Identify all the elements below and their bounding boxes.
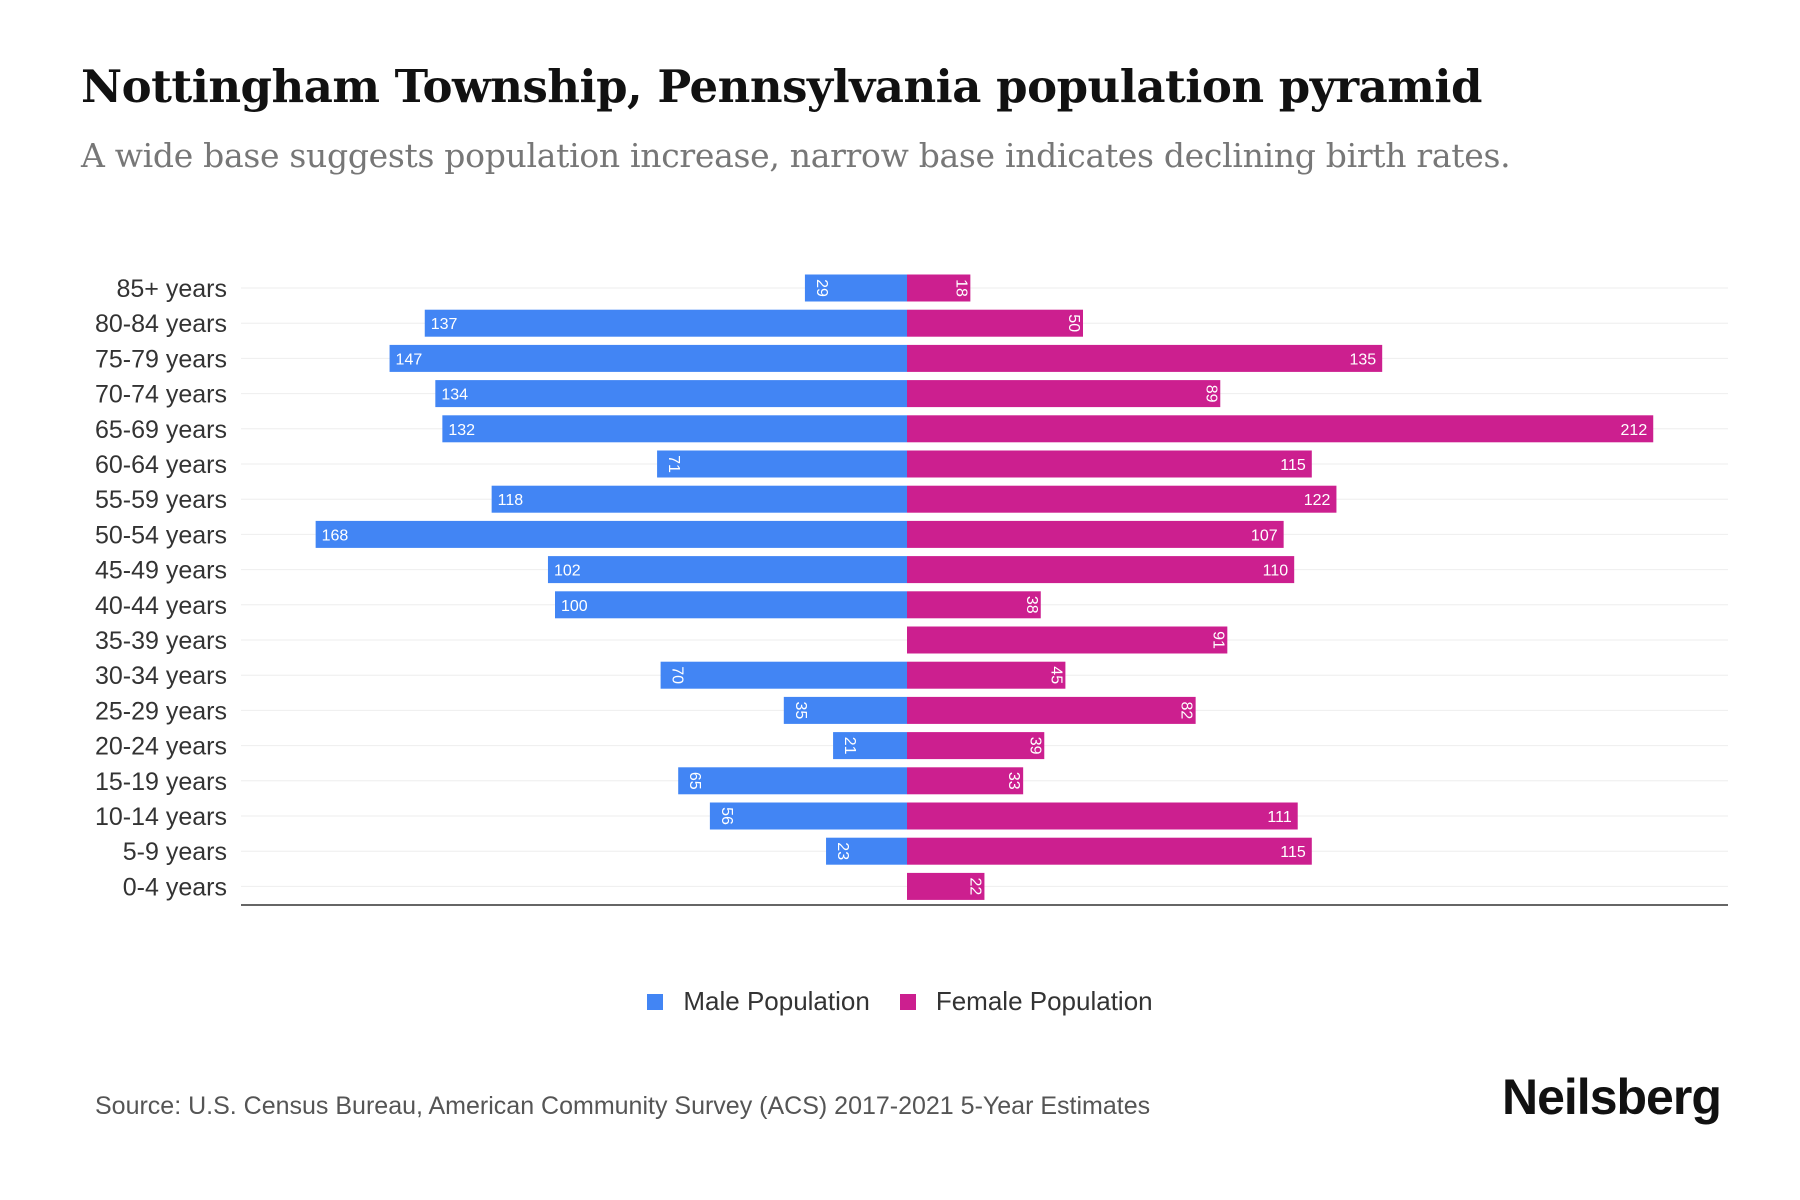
- male-bar: [555, 591, 907, 619]
- legend-swatch-female: [899, 993, 916, 1010]
- female-value-label: 89: [1202, 385, 1219, 403]
- female-bar: [907, 626, 1228, 654]
- female-bar: [907, 309, 1083, 337]
- category-label: 0-4 years: [123, 873, 227, 901]
- category-label: 35-39 years: [95, 627, 227, 655]
- chart-title: Nottingham Township, Pennsylvania popula…: [81, 60, 1482, 113]
- female-bar: [907, 274, 971, 302]
- male-value-label: 134: [441, 387, 468, 404]
- male-bar: [783, 696, 907, 724]
- male-value-label: 132: [448, 422, 475, 439]
- female-value-label: 110: [1263, 563, 1289, 580]
- female-bar: [907, 556, 1295, 584]
- female-value-label: 22: [966, 878, 983, 896]
- female-bar: [907, 872, 985, 900]
- male-bar: [424, 309, 907, 337]
- male-bar: [491, 485, 907, 513]
- legend-item-male: Male Population: [647, 986, 870, 1017]
- category-label: 55-59 years: [95, 486, 227, 514]
- category-label: 70-74 years: [95, 381, 227, 409]
- female-bar: [907, 380, 1221, 408]
- category-label: 15-19 years: [95, 768, 227, 796]
- female-bar: [907, 450, 1312, 478]
- female-bar: [907, 344, 1383, 372]
- female-value-label: 39: [1026, 737, 1043, 755]
- male-value-label: 102: [554, 563, 581, 580]
- male-value-label: 56: [718, 807, 735, 825]
- female-value-label: 18: [952, 279, 969, 297]
- male-value-label: 21: [841, 737, 858, 755]
- male-bar: [547, 556, 907, 584]
- source-note: Source: U.S. Census Bureau, American Com…: [95, 1092, 1151, 1120]
- male-bar: [826, 837, 907, 865]
- legend-label-female: Female Population: [935, 986, 1153, 1016]
- category-label: 60-64 years: [95, 451, 227, 479]
- male-value-label: 168: [322, 527, 349, 544]
- male-bar: [804, 274, 907, 302]
- male-value-label: 29: [813, 279, 830, 297]
- female-bar: [907, 767, 1024, 795]
- female-value-label: 38: [1023, 596, 1040, 614]
- female-value-label: 135: [1349, 351, 1376, 368]
- category-label: 80-84 years: [95, 310, 227, 338]
- male-value-label: 147: [396, 351, 423, 368]
- female-value-label: 45: [1047, 666, 1064, 684]
- female-bar: [907, 591, 1041, 619]
- female-bar: [907, 415, 1654, 443]
- female-value-label: 91: [1209, 631, 1226, 649]
- female-value-label: 122: [1304, 492, 1331, 509]
- female-value-label: 82: [1178, 702, 1195, 720]
- female-value-label: 212: [1621, 422, 1648, 439]
- female-value-label: 111: [1267, 809, 1291, 826]
- male-bar: [660, 661, 907, 689]
- female-bar: [907, 696, 1196, 724]
- female-value-label: 115: [1280, 844, 1306, 861]
- male-value-label: 71: [665, 455, 682, 473]
- category-label: 50-54 years: [95, 521, 227, 549]
- male-bar: [678, 767, 907, 795]
- male-bar: [315, 520, 907, 548]
- female-bar: [907, 485, 1337, 513]
- female-value-label: 107: [1251, 527, 1278, 544]
- chart-subtitle: A wide base suggests population increase…: [81, 136, 1511, 175]
- female-bar: [907, 732, 1045, 760]
- female-bar: [907, 802, 1298, 830]
- female-value-label: 50: [1065, 314, 1082, 332]
- female-bar: [907, 837, 1312, 865]
- male-bar: [389, 344, 907, 372]
- female-bar: [907, 520, 1284, 548]
- male-bar: [709, 802, 907, 830]
- male-bar: [833, 732, 907, 760]
- male-value-label: 137: [431, 316, 458, 333]
- legend-item-female: Female Population: [899, 986, 1153, 1017]
- male-bar: [442, 415, 907, 443]
- female-value-label: 33: [1005, 772, 1022, 790]
- male-value-label: 23: [834, 842, 851, 860]
- male-value-label: 70: [669, 666, 686, 684]
- category-label: 30-34 years: [95, 662, 227, 690]
- category-label: 5-9 years: [123, 838, 227, 866]
- female-value-label: 115: [1280, 457, 1306, 474]
- male-value-label: 65: [686, 772, 703, 790]
- category-label: 65-69 years: [95, 416, 227, 444]
- category-label: 75-79 years: [95, 345, 227, 373]
- legend: Male Population Female Population: [0, 986, 1800, 1017]
- category-label: 20-24 years: [95, 733, 227, 761]
- category-label: 10-14 years: [95, 803, 227, 831]
- neilsberg-logo: Neilsberg: [1502, 1069, 1722, 1125]
- legend-label-male: Male Population: [683, 986, 870, 1016]
- female-bar: [907, 661, 1066, 689]
- male-value-label: 100: [561, 598, 588, 615]
- category-label: 45-49 years: [95, 557, 227, 585]
- legend-swatch-male: [647, 993, 664, 1010]
- category-label: 40-44 years: [95, 592, 227, 620]
- male-bar: [657, 450, 907, 478]
- category-label: 85+ years: [117, 275, 228, 303]
- male-value-label: 118: [498, 492, 524, 509]
- male-bar: [435, 380, 907, 408]
- male-value-label: 35: [792, 702, 809, 720]
- category-label: 25-29 years: [95, 697, 227, 725]
